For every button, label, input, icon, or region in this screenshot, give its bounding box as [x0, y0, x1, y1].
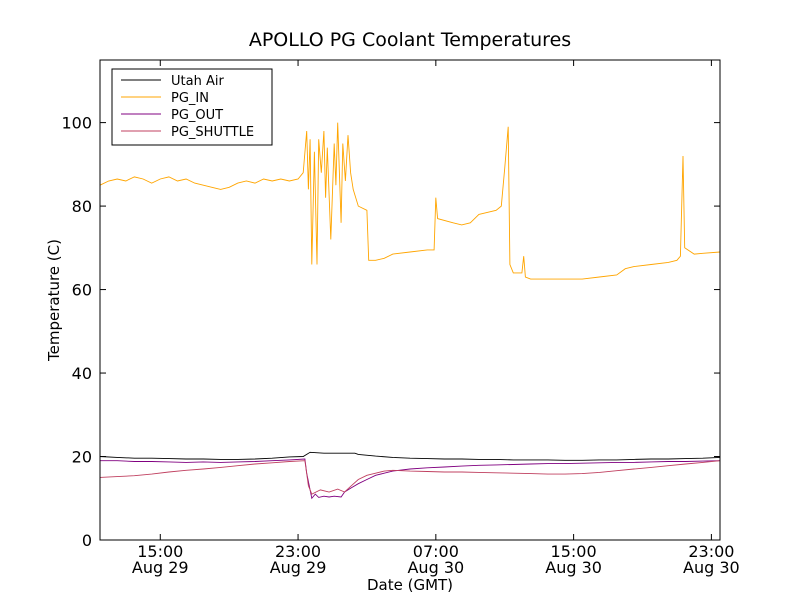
y-tick-label: 100 — [61, 114, 92, 133]
x-tick-label-date: Aug 30 — [683, 558, 740, 577]
legend-label: PG_OUT — [171, 108, 223, 123]
series-line-pg-in — [99, 122, 721, 280]
plot-lines — [99, 122, 721, 500]
x-tick-label-time: 23:00 — [688, 542, 734, 561]
x-tick-label-date: Aug 29 — [132, 558, 189, 577]
legend-box — [111, 68, 273, 146]
legend-label: PG_IN — [171, 91, 209, 106]
legend-label: Utah Air — [171, 74, 224, 89]
legend-label: PG_SHUTTLE — [171, 125, 254, 140]
y-tick-label: 20 — [72, 448, 92, 467]
x-axis-label: Date (GMT) — [367, 576, 453, 594]
x-tick-label-time: 23:00 — [275, 542, 321, 561]
x-tick-label-date: Aug 30 — [545, 558, 602, 577]
y-tick-label: 0 — [82, 531, 92, 550]
y-tick-label: 40 — [72, 364, 92, 383]
y-axis: 0 20 40 60 80 100 — [61, 114, 720, 550]
x-tick-label-time: 15:00 — [551, 542, 597, 561]
series-line-pg-out — [100, 458, 721, 500]
y-tick-label: 80 — [72, 197, 92, 216]
x-tick-label-time: 07:00 — [413, 542, 459, 561]
series-line-utah-air — [99, 451, 721, 461]
x-tick-label-date: Aug 29 — [270, 558, 327, 577]
x-tick-label-time: 15:00 — [137, 542, 183, 561]
y-tick-label: 60 — [72, 281, 92, 300]
legend: Utah Air PG_IN PG_OUT PG_SHUTTLE — [111, 68, 273, 146]
plot-frame — [99, 59, 721, 541]
x-tick-label-date: Aug 30 — [407, 558, 464, 577]
series-line-pg-shuttle — [99, 460, 721, 495]
chart-title: APOLLO PG Coolant Temperatures — [249, 29, 571, 51]
y-axis-label: Temperature (C) — [45, 239, 63, 362]
